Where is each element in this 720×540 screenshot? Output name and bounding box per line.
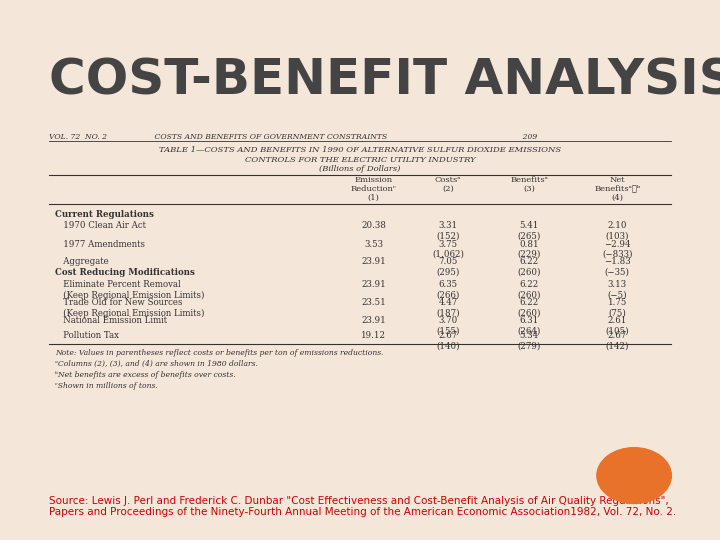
- Text: 4.47
(187): 4.47 (187): [436, 299, 460, 318]
- Text: 3.13
(−5): 3.13 (−5): [608, 280, 627, 300]
- Text: −2.94
(−833): −2.94 (−833): [602, 240, 632, 259]
- Text: 23.91: 23.91: [361, 280, 386, 289]
- Text: 3.70
(155): 3.70 (155): [436, 316, 460, 335]
- Text: National Emission Limit: National Emission Limit: [55, 316, 168, 325]
- Text: Eliminate Percent Removal
   (Keep Regional Emission Limits): Eliminate Percent Removal (Keep Regional…: [55, 280, 205, 300]
- Text: 6.22
(260): 6.22 (260): [518, 299, 541, 318]
- Text: 5.34
(279): 5.34 (279): [518, 331, 541, 350]
- Text: Benefitsᵃ
(3): Benefitsᵃ (3): [510, 176, 548, 193]
- Text: 2.61
(105): 2.61 (105): [606, 316, 629, 335]
- Text: 2.67
(140): 2.67 (140): [436, 331, 460, 350]
- Text: 2.67
(142): 2.67 (142): [606, 331, 629, 350]
- Text: Net
Benefitsᵃ‧ᵇ
(4): Net Benefitsᵃ‧ᵇ (4): [594, 176, 640, 202]
- Text: Source: Lewis J. Perl and Frederick C. Dunbar "Cost Effectiveness and Cost-Benef: Source: Lewis J. Perl and Frederick C. D…: [49, 496, 676, 517]
- Text: 6.35
(266): 6.35 (266): [436, 280, 459, 300]
- Text: 23.51: 23.51: [361, 299, 386, 307]
- Text: COST-BENEFIT ANALYSIS: COST-BENEFIT ANALYSIS: [49, 57, 720, 105]
- Text: 3.53: 3.53: [364, 240, 383, 248]
- Text: 23.91: 23.91: [361, 316, 386, 325]
- Text: 7.05
(295): 7.05 (295): [436, 258, 459, 276]
- Text: 20.38: 20.38: [361, 221, 386, 230]
- Text: Cost Reducing Modifications: Cost Reducing Modifications: [55, 268, 195, 278]
- Text: TABLE 1—COSTS AND BENEFITS IN 1990 OF ALTERNATIVE SULFUR DIOXIDE EMISSIONS: TABLE 1—COSTS AND BENEFITS IN 1990 OF AL…: [159, 146, 561, 154]
- Text: 1977 Amendments: 1977 Amendments: [55, 240, 145, 248]
- Text: 6.31
(264): 6.31 (264): [518, 316, 541, 335]
- Text: Emission
Reductionᶜ
(1): Emission Reductionᶜ (1): [351, 176, 397, 202]
- Text: 6.22
(260): 6.22 (260): [518, 258, 541, 276]
- Text: 0.81
(229): 0.81 (229): [518, 240, 541, 259]
- Text: 19.12: 19.12: [361, 331, 386, 340]
- Text: 3.75
(1,062): 3.75 (1,062): [432, 240, 464, 259]
- Text: 3.31
(152): 3.31 (152): [436, 221, 460, 241]
- Text: Current Regulations: Current Regulations: [55, 210, 154, 219]
- Text: 2.10
(103): 2.10 (103): [606, 221, 629, 241]
- Text: ᵇNet benefits are excess of benefits over costs.: ᵇNet benefits are excess of benefits ove…: [55, 371, 236, 379]
- Text: (Billions of Dollars): (Billions of Dollars): [319, 165, 401, 173]
- Text: Pollution Tax: Pollution Tax: [55, 331, 120, 340]
- Text: Trade Old for New Sources
   (Keep Regional Emission Limits): Trade Old for New Sources (Keep Regional…: [55, 299, 205, 318]
- Text: Costsᵃ
(2): Costsᵃ (2): [435, 176, 462, 193]
- Text: CONTROLS FOR THE ELECTRIC UTILITY INDUSTRY: CONTROLS FOR THE ELECTRIC UTILITY INDUST…: [245, 156, 475, 164]
- Text: −1.83
(−35): −1.83 (−35): [604, 258, 631, 276]
- Text: 1.75
(75): 1.75 (75): [608, 299, 627, 318]
- Text: Note: Values in parentheses reflect costs or benefits per ton of emissions reduc: Note: Values in parentheses reflect cost…: [55, 349, 384, 357]
- Text: 5.41
(265): 5.41 (265): [518, 221, 541, 241]
- Text: 6.22
(260): 6.22 (260): [518, 280, 541, 300]
- Circle shape: [597, 448, 671, 503]
- Text: ᶜShown in millions of tons.: ᶜShown in millions of tons.: [55, 382, 158, 390]
- Text: Aggregate: Aggregate: [55, 258, 109, 266]
- Text: 1970 Clean Air Act: 1970 Clean Air Act: [55, 221, 146, 230]
- Text: 23.91: 23.91: [361, 258, 386, 266]
- Text: ᵃColumns (2), (3), and (4) are shown in 1980 dollars.: ᵃColumns (2), (3), and (4) are shown in …: [55, 360, 258, 368]
- Text: VOL. 72  NO. 2                    COSTS AND BENEFITS OF GOVERNMENT CONSTRAINTS  : VOL. 72 NO. 2 COSTS AND BENEFITS OF GOVE…: [49, 133, 537, 141]
